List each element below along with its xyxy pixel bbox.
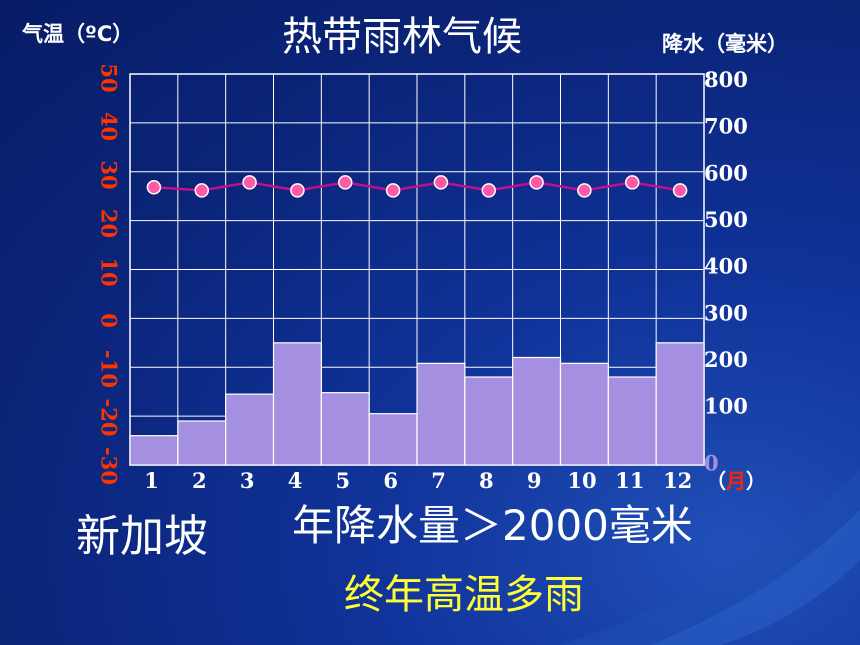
month-tick-label: 8 bbox=[479, 468, 494, 493]
month-tick-label: 7 bbox=[431, 468, 446, 493]
temperature-point bbox=[672, 183, 688, 198]
precipitation-tick-label: 100 bbox=[704, 394, 748, 419]
precipitation-bar bbox=[607, 376, 657, 466]
temperature-curve bbox=[153, 181, 681, 192]
precipitation-bars bbox=[129, 342, 705, 466]
precipitation-bar bbox=[272, 342, 322, 466]
month-tick-label: 6 bbox=[383, 468, 398, 493]
month-tick-label: 11 bbox=[615, 468, 644, 493]
annual-precipitation-note: 年降水量＞2000毫米 bbox=[292, 501, 693, 550]
month-tick-label: 12 bbox=[663, 468, 692, 493]
precipitation-tick-label: 800 bbox=[704, 67, 748, 92]
month-tick-label: 1 bbox=[144, 468, 159, 493]
precipitation-tick-label: 200 bbox=[704, 347, 748, 372]
month-tick-label: 2 bbox=[192, 468, 207, 493]
precipitation-tick-label: 400 bbox=[704, 254, 748, 279]
month-unit-text: 月 bbox=[725, 469, 746, 493]
temperature-tick-label: -30 bbox=[97, 447, 122, 485]
temperature-point bbox=[385, 183, 401, 198]
precipitation-bar bbox=[177, 420, 227, 466]
temperature-point bbox=[433, 175, 449, 190]
temperature-tick-label: 10 bbox=[97, 257, 122, 286]
month-unit-open: （ bbox=[706, 469, 726, 493]
precipitation-bar bbox=[129, 435, 179, 466]
temperature-point bbox=[194, 183, 209, 198]
city-name: 新加坡 bbox=[76, 511, 208, 562]
month-tick-label: 9 bbox=[527, 468, 542, 493]
precipitation-bar bbox=[368, 413, 418, 466]
temperature-point bbox=[577, 183, 592, 198]
temperature-tick-label: -10 bbox=[97, 350, 122, 388]
precipitation-axis-label: 降水（毫米） bbox=[662, 32, 788, 56]
month-tick-label: 10 bbox=[567, 468, 596, 493]
temperature-point bbox=[290, 183, 305, 198]
chart-title: 热带雨林气候 bbox=[282, 14, 522, 60]
month-unit-label: （月） bbox=[706, 469, 766, 493]
precipitation-bar bbox=[655, 342, 705, 466]
temperature-line bbox=[146, 175, 688, 198]
precipitation-bar bbox=[416, 362, 466, 466]
temperature-point bbox=[529, 175, 544, 190]
temperature-point bbox=[481, 183, 496, 198]
temperature-tick-label: 40 bbox=[97, 112, 122, 141]
temperature-tick-label: 30 bbox=[97, 160, 122, 189]
precipitation-tick-label: 0 bbox=[704, 450, 719, 475]
month-tick-label: 4 bbox=[288, 468, 303, 493]
month-unit-close: ） bbox=[746, 469, 766, 493]
temperature-point bbox=[242, 175, 257, 190]
axis-ticks: 50403020100-10-20-3080070060050040030020… bbox=[97, 63, 767, 493]
temperature-axis-label: 气温（ºC） bbox=[22, 22, 134, 46]
temperature-tick-label: -20 bbox=[97, 399, 122, 437]
precipitation-tick-label: 600 bbox=[704, 160, 748, 185]
precipitation-bar bbox=[464, 376, 514, 466]
temperature-point bbox=[625, 175, 640, 190]
precipitation-bar bbox=[559, 362, 609, 466]
temperature-tick-label: 20 bbox=[97, 209, 122, 238]
precipitation-bar bbox=[320, 392, 370, 466]
temperature-tick-label: 50 bbox=[97, 63, 122, 92]
precipitation-bar bbox=[512, 356, 562, 466]
temperature-tick-label: 0 bbox=[97, 313, 122, 328]
precipitation-tick-label: 500 bbox=[704, 207, 748, 232]
temperature-point bbox=[146, 180, 162, 195]
month-tick-label: 5 bbox=[336, 468, 351, 493]
climate-summary: 终年高温多雨 bbox=[344, 572, 584, 618]
precipitation-tick-label: 300 bbox=[704, 300, 748, 325]
temperature-point bbox=[338, 175, 353, 190]
month-tick-label: 3 bbox=[240, 468, 255, 493]
precipitation-bar bbox=[225, 393, 275, 466]
precipitation-tick-label: 700 bbox=[704, 114, 748, 139]
